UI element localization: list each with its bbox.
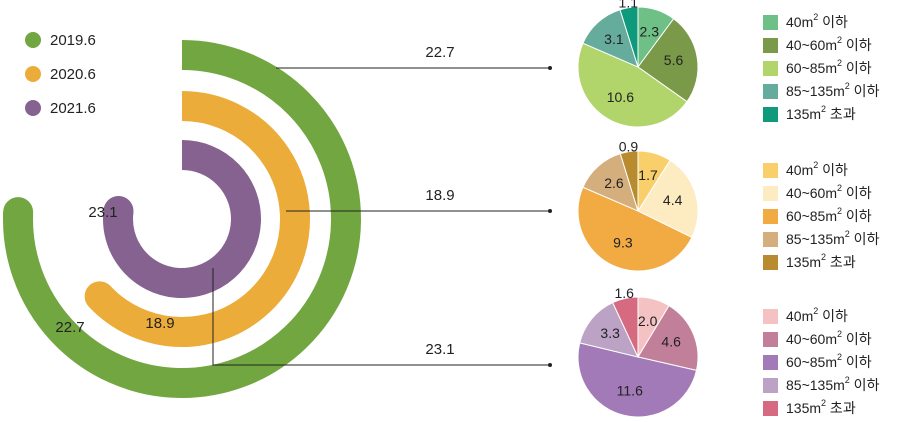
pie-legend-swatch: [763, 61, 778, 76]
connector-line: [212, 268, 550, 366]
pie-slice: [619, 150, 639, 212]
pie-legend-swatch: [763, 209, 778, 224]
connector-dot: [548, 66, 552, 70]
radial-bar-2019.6: [3, 40, 361, 398]
pie-total-label: 23.1: [425, 341, 454, 358]
pie-slice: [612, 296, 639, 358]
pie-2: 1.7 4.4 9.3 2.6 0.9: [577, 138, 699, 272]
pie-legend-label: 135m2 초과: [786, 398, 856, 415]
pie-legend-swatch: [763, 255, 778, 270]
pie-legend-label: 135m2 초과: [786, 252, 856, 269]
pie-slice: [637, 18, 699, 103]
radial-bar-cap-2021.6: [103, 195, 134, 226]
pie-slice-label: 11.6: [617, 383, 643, 399]
pie-slice-label: 4.6: [661, 334, 681, 350]
pie-slice-label: 0.9: [619, 138, 639, 154]
pie-slice: [577, 42, 688, 128]
pie-slice: [579, 301, 639, 358]
pie-3: 2.04.6 11.6 3.3 1.6: [577, 285, 699, 418]
pie-total-label: 22.7: [425, 44, 454, 61]
connector-dot: [548, 363, 552, 367]
legends: 40m2 이하 40~60m2 이하 60~85m2 이하 85~135m2 이하 13…: [763, 12, 880, 416]
legend-marker-2021.6: [25, 100, 41, 116]
pie-legend-swatch: [763, 38, 778, 53]
connector-dot: [548, 209, 552, 213]
radial-value-label-2020.6: 18.9: [145, 315, 174, 332]
pie-total-label: 18.9: [425, 187, 454, 204]
pie-legend-label: 85~135m2 이하: [786, 81, 880, 98]
pie-slice-label: 10.6: [607, 89, 634, 105]
pie-legend-label: 85~135m2 이하: [786, 229, 880, 246]
pie-slice: [577, 186, 693, 272]
pie-legend-swatch: [763, 163, 778, 178]
pie-slice-label: 9.3: [613, 234, 633, 250]
pie-legend-label: 40~60m2 이하: [786, 35, 872, 52]
radial-bar-cap-2020.6: [84, 281, 115, 312]
radial-value-label-2021.6: 23.1: [88, 204, 117, 221]
pie-slice: [577, 342, 698, 418]
pie-legend-swatch: [763, 186, 778, 201]
pie-slice-label: 2.3: [640, 24, 660, 40]
pie-legend-label: 40~60m2 이하: [786, 183, 872, 200]
pie-legend-label: 40~60m2 이하: [786, 329, 872, 346]
radial-bar-2020.6: [88, 91, 310, 347]
pie-legend-swatch: [763, 378, 778, 393]
pie-slice-label: 1.7: [638, 167, 658, 183]
pie-slice-label: 1.1: [619, 0, 639, 10]
pie-legend-label: 60~85m2 이하: [786, 352, 872, 369]
pie-slice-label: 4.4: [663, 192, 683, 208]
pie-legend-swatch: [763, 232, 778, 247]
legend-label-2020.6: 2020.6: [50, 66, 96, 83]
pie-legend-label: 40m2 이하: [786, 12, 848, 29]
pie-slice-label: 3.1: [604, 31, 624, 47]
pie-legend-label: 60~85m2 이하: [786, 206, 872, 223]
radial-value-label-2019.6: 22.7: [55, 319, 84, 336]
radial-bar-cap-2019.6: [3, 197, 34, 228]
pie-slice-label: 2.0: [638, 313, 658, 329]
pie-slice-label: 1.6: [614, 285, 634, 301]
pie-slice: [637, 304, 699, 371]
pie-slice-label: 2.6: [604, 175, 624, 191]
pie-slice: [619, 6, 639, 68]
radial-bar-2021.6: [103, 140, 261, 298]
connector-lines: 22.7 18.9 23.1: [212, 44, 552, 367]
legend-marker-2019.6: [25, 32, 41, 48]
legend-label-2021.6: 2021.6: [50, 100, 96, 117]
pie-legend-label: 40m2 이하: [786, 160, 848, 177]
pie-legend-label: 60~85m2 이하: [786, 58, 872, 75]
pie-legend-label: 135m2 초과: [786, 104, 856, 121]
pie-legend-label: 85~135m2 이하: [786, 375, 880, 392]
legend-label-2019.6: 2019.6: [50, 32, 96, 49]
pie-charts: 2.35.6 10.6 3.1 1.1 1.7 4.4 9.3 2.6 0.9 2.04.6 11.…: [577, 0, 699, 418]
legend-marker-2020.6: [25, 66, 41, 82]
pie-legend-swatch: [763, 355, 778, 370]
pie-legend-swatch: [763, 309, 778, 324]
pie-legend-swatch: [763, 107, 778, 122]
pie-legend-swatch: [763, 401, 778, 416]
radial-bar-chart: 22.7 18.9 23.1 2019.6 2020.6 2021.6: [3, 32, 361, 398]
pie-slice-label: 3.3: [600, 325, 620, 341]
pie-legend-swatch: [763, 15, 778, 30]
pie-slice-label: 5.6: [664, 52, 684, 68]
pie-1: 2.35.6 10.6 3.1 1.1: [577, 0, 699, 128]
pie-legend-swatch: [763, 332, 778, 347]
pie-legend-swatch: [763, 84, 778, 99]
pie-legend-label: 40m2 이하: [786, 306, 848, 323]
